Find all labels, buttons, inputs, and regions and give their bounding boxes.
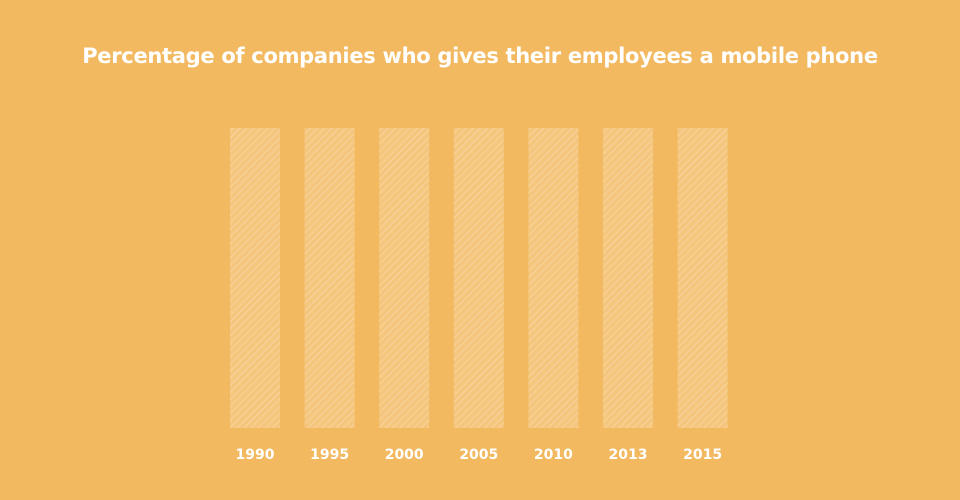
bar-track <box>453 128 504 428</box>
bar-track <box>603 128 653 428</box>
bar-track-hatch <box>453 128 504 428</box>
x-tick-label: 2000 <box>385 447 424 463</box>
x-axis-labels: 1990 1995 2000 2005 2010 2013 2015 <box>236 447 723 463</box>
x-tick-label: 2015 <box>683 447 722 463</box>
bar-track <box>528 128 579 428</box>
bar-track-hatch <box>528 128 579 428</box>
bar-track-hatch <box>603 128 653 428</box>
x-tick-label: 2013 <box>609 447 648 463</box>
x-tick-label: 2010 <box>534 447 573 463</box>
chart-title: Percentage of companies who gives their … <box>82 44 878 68</box>
bar-track <box>304 128 355 428</box>
bar-track-hatch <box>379 128 430 428</box>
bar-track <box>230 128 280 428</box>
bars-group <box>230 128 728 428</box>
bar-track-hatch <box>304 128 355 428</box>
x-tick-label: 1995 <box>310 447 349 463</box>
bar-track <box>677 128 728 428</box>
bar-track-hatch <box>677 128 728 428</box>
bar-track <box>379 128 430 428</box>
bar-track-hatch <box>230 128 280 428</box>
x-tick-label: 1990 <box>236 447 275 463</box>
x-tick-label: 2005 <box>459 447 498 463</box>
